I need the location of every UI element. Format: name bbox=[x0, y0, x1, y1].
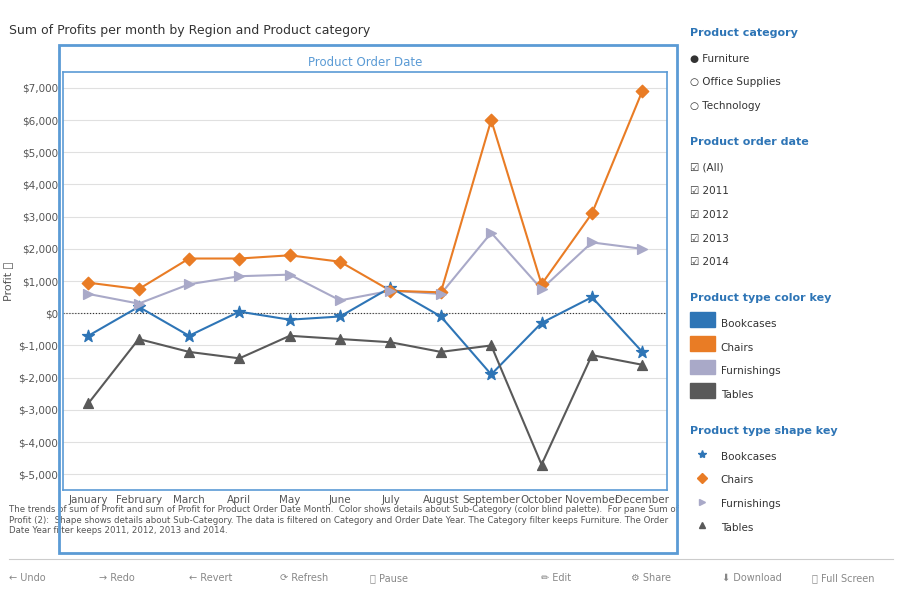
Point bbox=[333, 312, 347, 321]
Point bbox=[383, 337, 398, 347]
Text: Sum of Profits per month by Region and Product category: Sum of Profits per month by Region and P… bbox=[9, 24, 370, 37]
Point bbox=[182, 331, 197, 341]
Point bbox=[81, 278, 96, 288]
Text: ⏸ Pause: ⏸ Pause bbox=[370, 573, 408, 583]
Text: ✏ Edit: ✏ Edit bbox=[541, 573, 571, 583]
Bar bbox=[690, 359, 714, 374]
Point bbox=[534, 279, 548, 289]
Text: Product order date: Product order date bbox=[690, 137, 808, 147]
Text: ☑ (All): ☑ (All) bbox=[690, 163, 723, 173]
Point bbox=[434, 312, 448, 321]
Point bbox=[232, 307, 246, 316]
Point bbox=[434, 347, 448, 356]
Bar bbox=[690, 383, 714, 398]
Bar bbox=[690, 336, 714, 350]
Text: ⬇ Download: ⬇ Download bbox=[722, 573, 781, 583]
Text: Chairs: Chairs bbox=[721, 475, 754, 486]
Point bbox=[182, 279, 197, 289]
Point bbox=[132, 334, 146, 344]
Point bbox=[534, 318, 548, 328]
Point bbox=[383, 283, 398, 292]
Text: ☑ 2011: ☑ 2011 bbox=[690, 187, 729, 196]
Point bbox=[534, 460, 548, 469]
Text: Bookcases: Bookcases bbox=[721, 451, 777, 462]
Point bbox=[584, 237, 599, 247]
Text: ← Undo: ← Undo bbox=[9, 573, 46, 583]
Point bbox=[584, 209, 599, 218]
Point bbox=[434, 289, 448, 299]
Text: Chairs: Chairs bbox=[721, 343, 754, 353]
Point bbox=[484, 341, 499, 350]
Point bbox=[434, 288, 448, 297]
Text: ☑ 2014: ☑ 2014 bbox=[690, 258, 729, 267]
Y-axis label: Profit 元: Profit 元 bbox=[3, 261, 13, 301]
Text: ⟳ Refresh: ⟳ Refresh bbox=[280, 573, 327, 583]
Point bbox=[333, 257, 347, 267]
Text: Product category: Product category bbox=[690, 28, 797, 38]
Text: ☑ 2012: ☑ 2012 bbox=[690, 210, 729, 220]
Text: Furnishings: Furnishings bbox=[721, 499, 780, 509]
Text: ⚙ Share: ⚙ Share bbox=[631, 573, 671, 583]
Text: ← Revert: ← Revert bbox=[189, 573, 233, 583]
Point bbox=[81, 289, 96, 299]
Point bbox=[81, 331, 96, 341]
Point bbox=[584, 350, 599, 360]
Text: ⛶ Full Screen: ⛶ Full Screen bbox=[812, 573, 874, 583]
Point bbox=[584, 292, 599, 302]
Point bbox=[232, 254, 246, 263]
Point bbox=[534, 284, 548, 294]
Point bbox=[635, 244, 649, 254]
Point bbox=[383, 286, 398, 295]
Bar bbox=[690, 312, 714, 327]
Point bbox=[232, 353, 246, 363]
Point bbox=[282, 315, 297, 325]
Text: ● Furniture: ● Furniture bbox=[690, 54, 749, 64]
Text: → Redo: → Redo bbox=[99, 573, 135, 583]
Point bbox=[282, 251, 297, 260]
Text: Bookcases: Bookcases bbox=[721, 319, 777, 329]
Text: ☑ 2013: ☑ 2013 bbox=[690, 234, 729, 244]
Point bbox=[232, 271, 246, 281]
Point bbox=[484, 370, 499, 379]
Point bbox=[635, 347, 649, 356]
Text: ○ Office Supplies: ○ Office Supplies bbox=[690, 78, 780, 87]
Point bbox=[182, 347, 197, 356]
Point bbox=[484, 115, 499, 125]
Point bbox=[333, 334, 347, 344]
Title: Product Order Date: Product Order Date bbox=[308, 56, 422, 69]
Point bbox=[132, 299, 146, 309]
Text: Tables: Tables bbox=[721, 523, 753, 533]
Text: ○ Technology: ○ Technology bbox=[690, 101, 760, 111]
Point bbox=[282, 270, 297, 279]
Point bbox=[383, 286, 398, 295]
Point bbox=[132, 302, 146, 312]
Text: Tables: Tables bbox=[721, 390, 753, 400]
Text: Furnishings: Furnishings bbox=[721, 367, 780, 376]
Point bbox=[333, 295, 347, 305]
Point bbox=[81, 399, 96, 408]
Point bbox=[484, 228, 499, 237]
Point bbox=[182, 254, 197, 263]
Point bbox=[282, 331, 297, 341]
Point bbox=[132, 284, 146, 294]
Text: Product type color key: Product type color key bbox=[690, 293, 831, 303]
Text: Product type shape key: Product type shape key bbox=[690, 426, 837, 435]
Point bbox=[635, 360, 649, 370]
Text: The trends of sum of Profit and sum of Profit for Product Order Date Month.  Col: The trends of sum of Profit and sum of P… bbox=[9, 505, 679, 535]
Point bbox=[635, 86, 649, 96]
